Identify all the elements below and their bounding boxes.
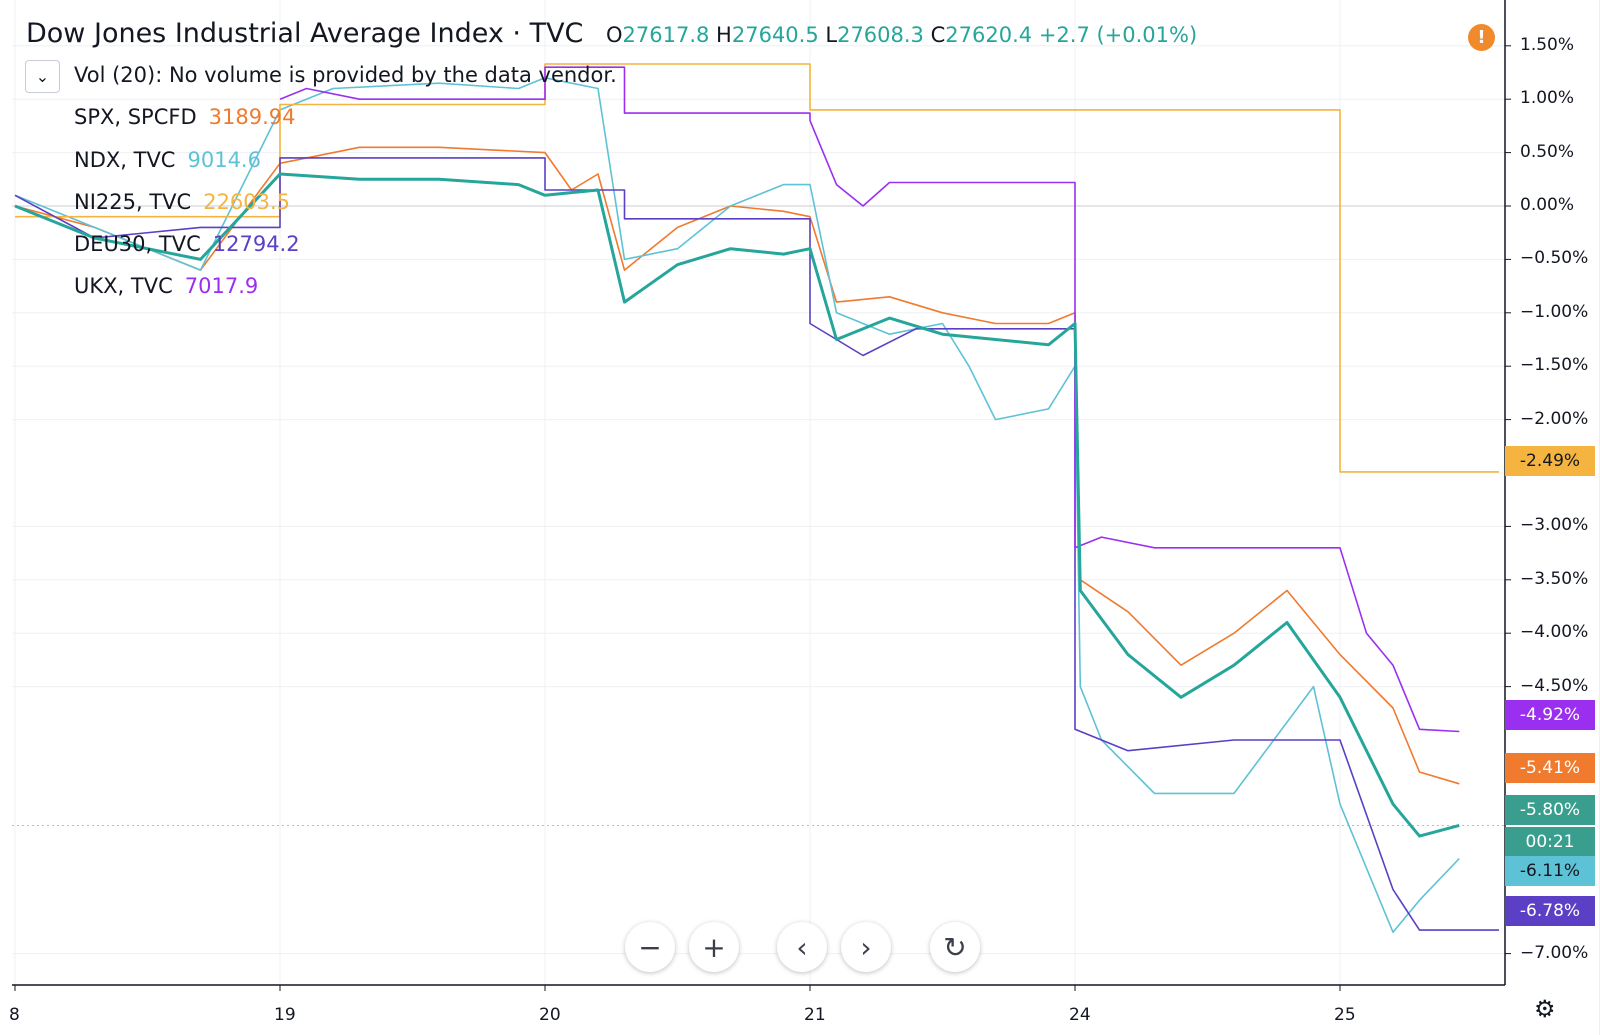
open-label: O — [605, 23, 623, 47]
x-tick-label: 25 — [1334, 1005, 1356, 1025]
y-tick-label: −7.00% — [1520, 942, 1589, 963]
badge-ukx: -4.92% — [1505, 700, 1595, 730]
series-line-dow — [14, 172, 1460, 838]
y-tick-label: 1.00% — [1520, 88, 1575, 109]
series-line-ukx — [279, 66, 1460, 733]
high-label: H — [716, 23, 732, 47]
badge-countdown: 00:21 — [1505, 827, 1595, 857]
series-line-deu30 — [14, 157, 1499, 931]
series-line-ndx — [14, 77, 1460, 934]
badge-ni225: -2.49% — [1505, 446, 1595, 476]
legend-value: 22603.5 — [203, 190, 291, 214]
zoom-out-button[interactable]: − — [625, 922, 675, 972]
y-tick-label: −1.50% — [1520, 355, 1589, 376]
badge-dji: -5.80% — [1505, 795, 1595, 825]
y-tick-label: −1.00% — [1520, 301, 1589, 322]
chart-header: Dow Jones Industrial Average Index · TVC… — [26, 18, 1197, 49]
y-tick-label: −2.00% — [1520, 408, 1589, 429]
low-label: L — [825, 23, 838, 47]
alert-icon[interactable]: ! — [1468, 24, 1495, 51]
legend-value: 9014.6 — [187, 148, 261, 172]
x-tick-label: 20 — [539, 1005, 561, 1025]
badge-spx: -5.41% — [1505, 753, 1595, 783]
ohlc-readout: O27617.8 H27640.5 L27608.3 C27620.4 +2.7… — [606, 23, 1197, 47]
close-label: C — [930, 23, 946, 47]
x-tick-label: 21 — [804, 1005, 826, 1025]
legend-name: NI225, TVC — [74, 190, 192, 214]
symbol-title: Dow Jones Industrial Average Index · TVC — [26, 18, 584, 49]
badge-deu30: -6.78% — [1505, 896, 1595, 926]
high-value: 27640.5 — [731, 23, 819, 47]
y-tick-label: −0.50% — [1520, 248, 1589, 269]
x-tick-label: 19 — [274, 1005, 296, 1025]
x-tick-label: 8 — [9, 1005, 20, 1025]
legend-value: 3189.94 — [208, 105, 296, 129]
y-tick-label: 1.50% — [1520, 34, 1575, 55]
reset-chart-button[interactable]: ↻ — [930, 922, 980, 972]
x-tick-label: 24 — [1069, 1005, 1091, 1025]
scroll-back-button[interactable]: ‹ — [777, 922, 827, 972]
y-tick-label: 0.00% — [1520, 195, 1575, 215]
change-value: +2.7 (+0.01%) — [1038, 23, 1198, 47]
legend-value: 12794.2 — [212, 232, 300, 256]
legend-name: NDX, TVC — [74, 148, 176, 172]
settings-gear-icon[interactable]: ⚙ — [1534, 995, 1556, 1023]
legend-value: 7017.9 — [184, 274, 259, 298]
chevron-down-icon[interactable]: ⌄ — [25, 60, 60, 93]
y-tick-label: −3.50% — [1520, 568, 1589, 589]
legend-name: DEU30, TVC — [74, 232, 201, 256]
close-value: 27620.4 — [945, 23, 1033, 47]
volume-note: Vol (20): No volume is provided by the d… — [74, 63, 617, 87]
legend-row-spx[interactable]: SPX, SPCFD 3189.94 — [74, 105, 295, 129]
legend-row-ni225[interactable]: NI225, TVC 22603.5 — [74, 190, 290, 214]
y-tick-label: −3.00% — [1520, 515, 1589, 536]
legend-row-deu30[interactable]: DEU30, TVC 12794.2 — [74, 232, 300, 256]
badge-ndx: -6.11% — [1505, 856, 1595, 886]
open-value: 27617.8 — [622, 23, 710, 47]
y-tick-label: −4.00% — [1520, 622, 1589, 643]
legend-name: UKX, TVC — [74, 274, 173, 298]
scroll-forward-button[interactable]: › — [841, 922, 891, 972]
low-value: 27608.3 — [837, 23, 924, 47]
series-line-spx — [14, 146, 1460, 785]
zoom-in-button[interactable]: + — [689, 922, 739, 972]
y-tick-label: 0.50% — [1520, 141, 1575, 162]
y-tick-label: −4.50% — [1520, 675, 1589, 696]
legend-row-ukx[interactable]: UKX, TVC 7017.9 — [74, 274, 258, 298]
legend-row-ndx[interactable]: NDX, TVC 9014.6 — [74, 148, 261, 172]
legend-name: SPX, SPCFD — [74, 105, 197, 129]
